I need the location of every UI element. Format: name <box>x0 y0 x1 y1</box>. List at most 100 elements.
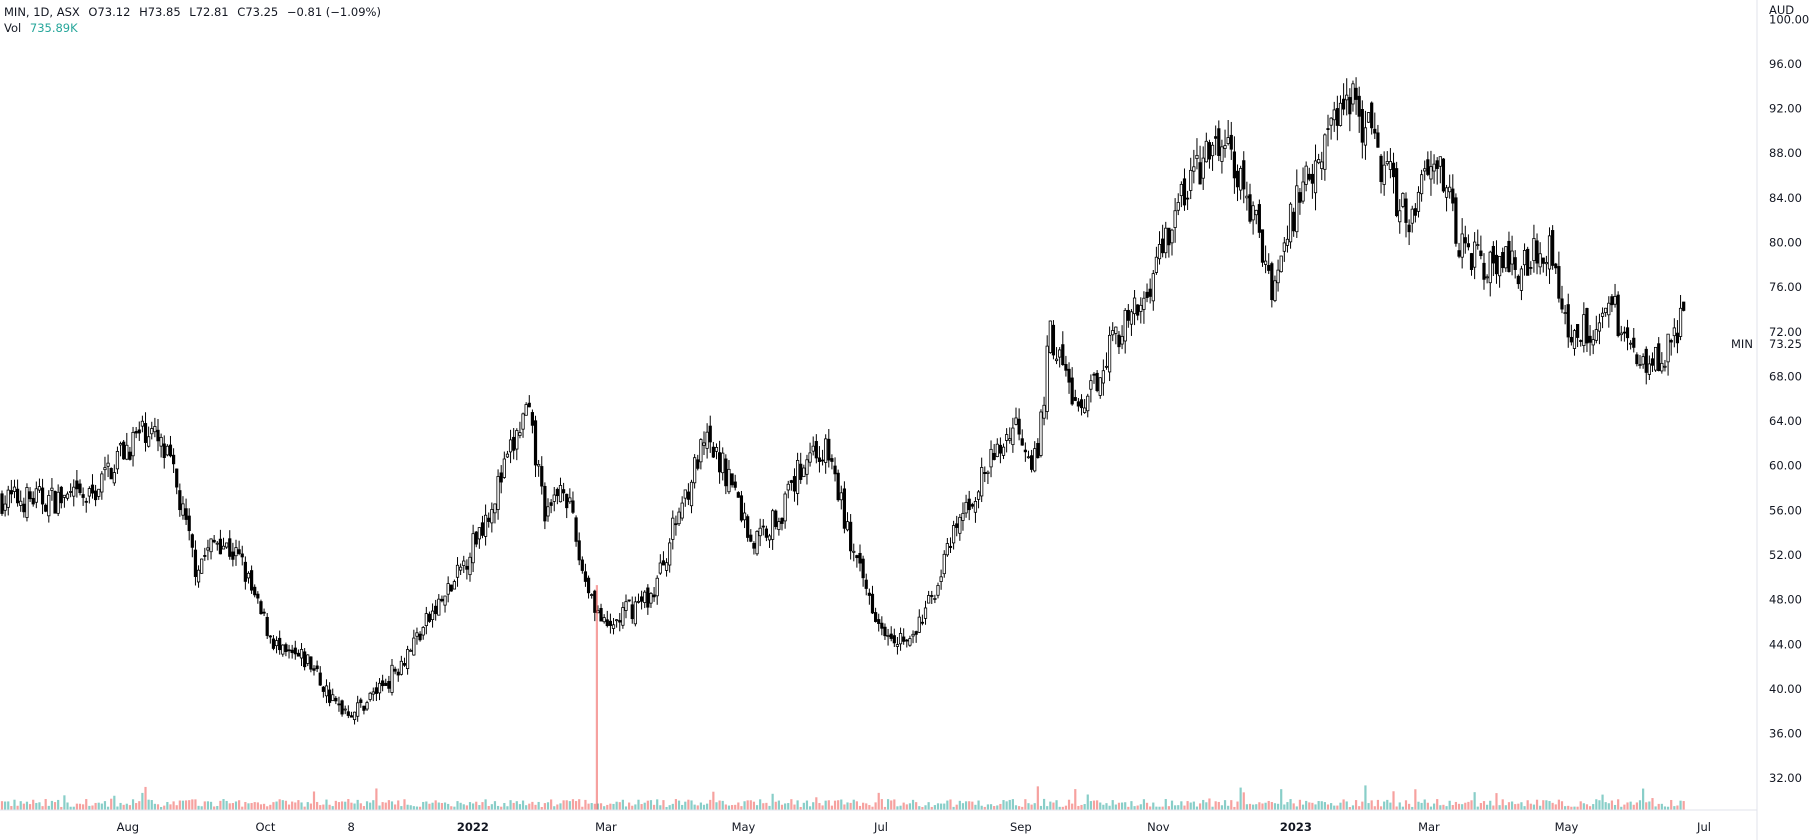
candle-body <box>253 586 257 596</box>
price-scale[interactable]: 32.00 36.00 40.00 44.00 48.00 52.00 56.00 60.00… <box>1769 12 1809 785</box>
volume-bar <box>1510 801 1514 810</box>
volume-bar <box>1520 802 1523 810</box>
candle-body <box>774 510 778 527</box>
volume-bar <box>1314 804 1317 810</box>
volume-bar <box>565 800 568 810</box>
candle-body <box>1566 304 1570 338</box>
candle-body <box>72 486 76 497</box>
volume-bar <box>621 799 624 810</box>
volume-bar <box>1208 798 1211 810</box>
volume-bar <box>1042 798 1046 810</box>
candle-body <box>939 576 943 582</box>
candle-body <box>1058 349 1062 358</box>
volume-bar <box>1451 805 1454 810</box>
volume-bar <box>1214 801 1217 810</box>
candle-body <box>412 637 416 656</box>
volume-bar <box>921 806 924 810</box>
candle-body <box>577 540 581 561</box>
volume-bar <box>1289 799 1292 810</box>
candle-body <box>1011 427 1015 446</box>
volume-bar <box>1392 791 1395 810</box>
volume-bar <box>525 805 528 810</box>
volume-bar <box>606 804 609 810</box>
candle-body <box>958 516 962 534</box>
volume-bar <box>1551 802 1554 810</box>
volume-bar <box>805 800 809 810</box>
candle-body <box>849 521 853 552</box>
candle-body <box>1264 260 1268 265</box>
volume-bar <box>553 806 556 810</box>
volume-bar <box>475 801 478 810</box>
volume-bar <box>1526 800 1529 810</box>
candle-body <box>171 454 176 465</box>
volume-bar <box>1676 805 1679 810</box>
candle-body <box>159 436 163 447</box>
volume-bar <box>1058 806 1061 810</box>
volume-bar <box>1573 806 1576 810</box>
volume-bar <box>375 788 378 810</box>
volume-bar <box>743 801 746 810</box>
legend-symbol[interactable]: MIN, 1D, ASX <box>4 5 80 19</box>
volume-bar <box>44 799 47 810</box>
candle-body <box>1020 438 1024 446</box>
volume-bar <box>331 806 334 810</box>
volume-bar <box>1548 801 1551 810</box>
candle-body <box>490 509 494 524</box>
volume-bar <box>512 802 515 810</box>
candle-body <box>225 542 229 548</box>
candle-body <box>28 491 32 500</box>
candle-body <box>630 604 634 620</box>
candle-body <box>908 638 912 646</box>
candle-body <box>574 517 578 542</box>
volume-bar <box>266 806 269 810</box>
volume-bar <box>350 802 353 810</box>
candle-body <box>1541 257 1545 264</box>
candle-body <box>805 459 809 475</box>
y-tick-label: 52.00 <box>1769 548 1802 562</box>
candle-body <box>1332 109 1336 121</box>
volume-bar <box>521 800 525 810</box>
candle-body <box>1042 404 1046 419</box>
volume-bar <box>1570 806 1573 810</box>
candle-body <box>178 490 182 511</box>
volume-bar <box>718 800 721 810</box>
candle-body <box>1329 117 1333 126</box>
volume-bar <box>784 803 787 810</box>
candle-body <box>6 489 10 508</box>
volume-bar <box>977 800 980 810</box>
volume-bar <box>1417 801 1420 810</box>
candle-body <box>1610 296 1614 306</box>
volume-bar <box>631 805 634 810</box>
candle-body <box>19 500 23 506</box>
volume-bar <box>256 802 259 810</box>
volume-bar <box>1311 802 1314 810</box>
candle-body <box>1310 173 1314 184</box>
volume-bar <box>297 800 300 810</box>
candle-body <box>1388 161 1392 170</box>
volume-bar <box>993 806 996 810</box>
volume-bar <box>1376 799 1380 810</box>
candle-body <box>1629 342 1633 345</box>
volume-bar <box>696 805 699 810</box>
volume-bar <box>652 804 656 810</box>
volume-bar <box>222 799 225 810</box>
candle-body <box>1301 181 1305 202</box>
volume-bar <box>724 804 727 810</box>
candle-body <box>290 649 294 654</box>
candle-body <box>1404 198 1408 223</box>
candle-body <box>995 443 999 457</box>
candle-body <box>664 562 669 571</box>
time-scale[interactable]: Aug Oct 8 2022 Mar May Jul Sep Nov 2023 Mar May Jul <box>117 820 1711 834</box>
x-tick-label: 8 <box>347 820 354 834</box>
candle-body <box>820 459 825 462</box>
volume-bar <box>1245 804 1248 810</box>
volume-bar <box>568 801 571 810</box>
candle-body <box>368 692 372 700</box>
volume-bar <box>1102 804 1105 810</box>
volume-bar <box>490 804 493 810</box>
volume-bar <box>1330 803 1333 810</box>
candle-body <box>1441 158 1446 192</box>
candle-body <box>446 583 450 595</box>
candle-body <box>858 552 862 564</box>
